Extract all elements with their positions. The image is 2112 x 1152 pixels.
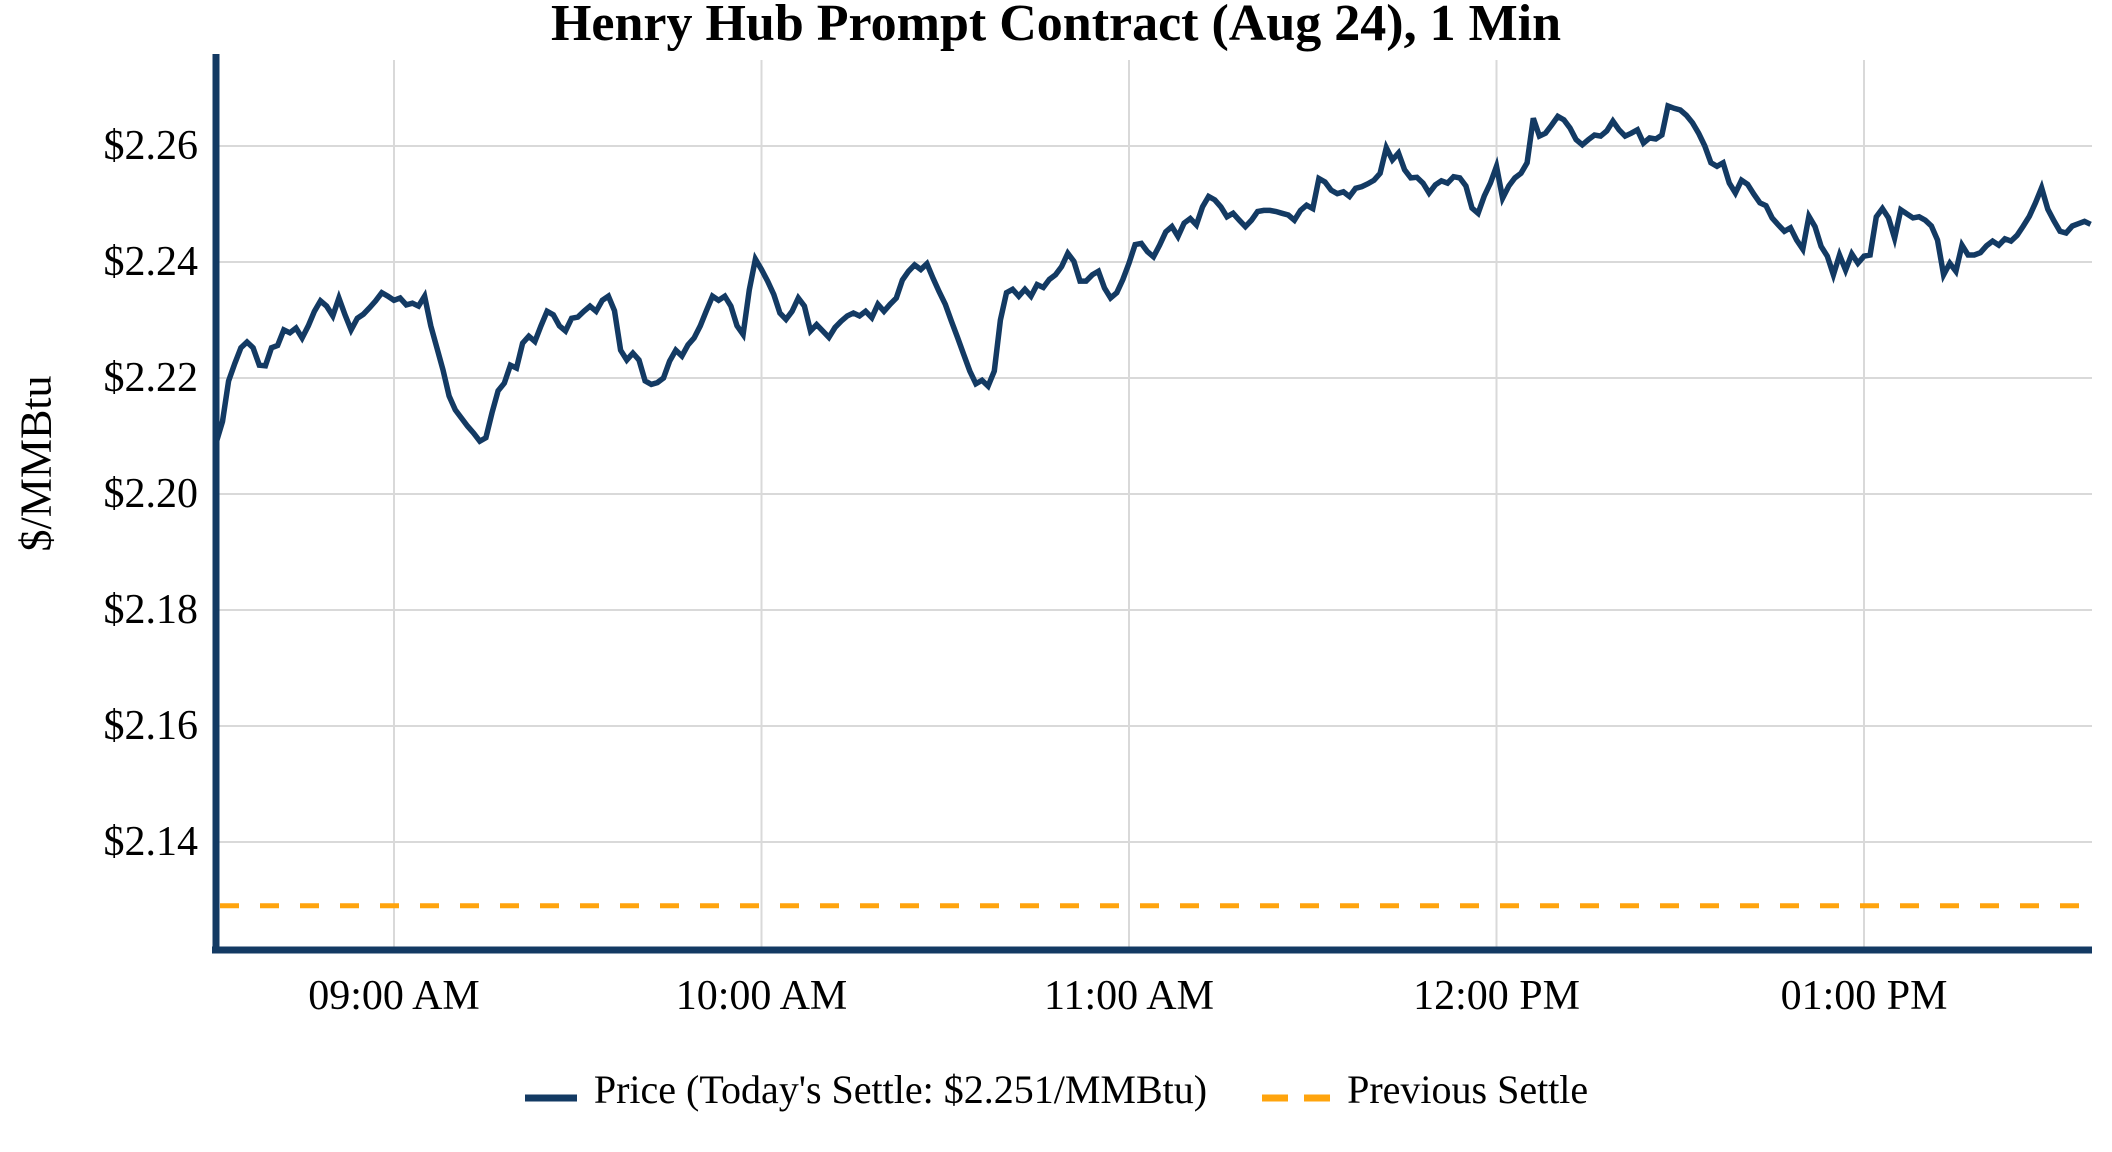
chart-title: Henry Hub Prompt Contract (Aug 24), 1 Mi… bbox=[550, 0, 1562, 52]
legend-price-line-swatch bbox=[524, 1066, 578, 1113]
y-tick-label: $2.20 bbox=[103, 471, 199, 517]
y-tick-label: $2.22 bbox=[103, 355, 199, 401]
x-tick-label: 11:00 AM bbox=[1044, 973, 1214, 1019]
y-tick-label: $2.14 bbox=[103, 819, 199, 865]
x-tick-label: 09:00 AM bbox=[308, 973, 480, 1019]
legend-prev-settle-label: Previous Settle bbox=[1347, 1067, 1589, 1112]
legend: Price (Today's Settle: $2.251/MMBtu) Pre… bbox=[0, 1066, 2112, 1113]
x-tick-label: 10:00 AM bbox=[675, 973, 848, 1019]
y-tick-label: $2.18 bbox=[103, 587, 199, 633]
x-tick-label: 01:00 PM bbox=[1780, 973, 1948, 1019]
legend-prev-settle-dash-swatch bbox=[1261, 1066, 1332, 1113]
price-line bbox=[213, 102, 2092, 445]
x-tick-label: 12:00 PM bbox=[1413, 973, 1580, 1019]
y-tick-label: $2.16 bbox=[103, 703, 199, 749]
y-tick-label: $2.24 bbox=[103, 239, 199, 285]
y-tick-label: $2.26 bbox=[103, 123, 199, 169]
legend-price-label: Price (Today's Settle: $2.251/MMBtu) bbox=[593, 1067, 1208, 1112]
